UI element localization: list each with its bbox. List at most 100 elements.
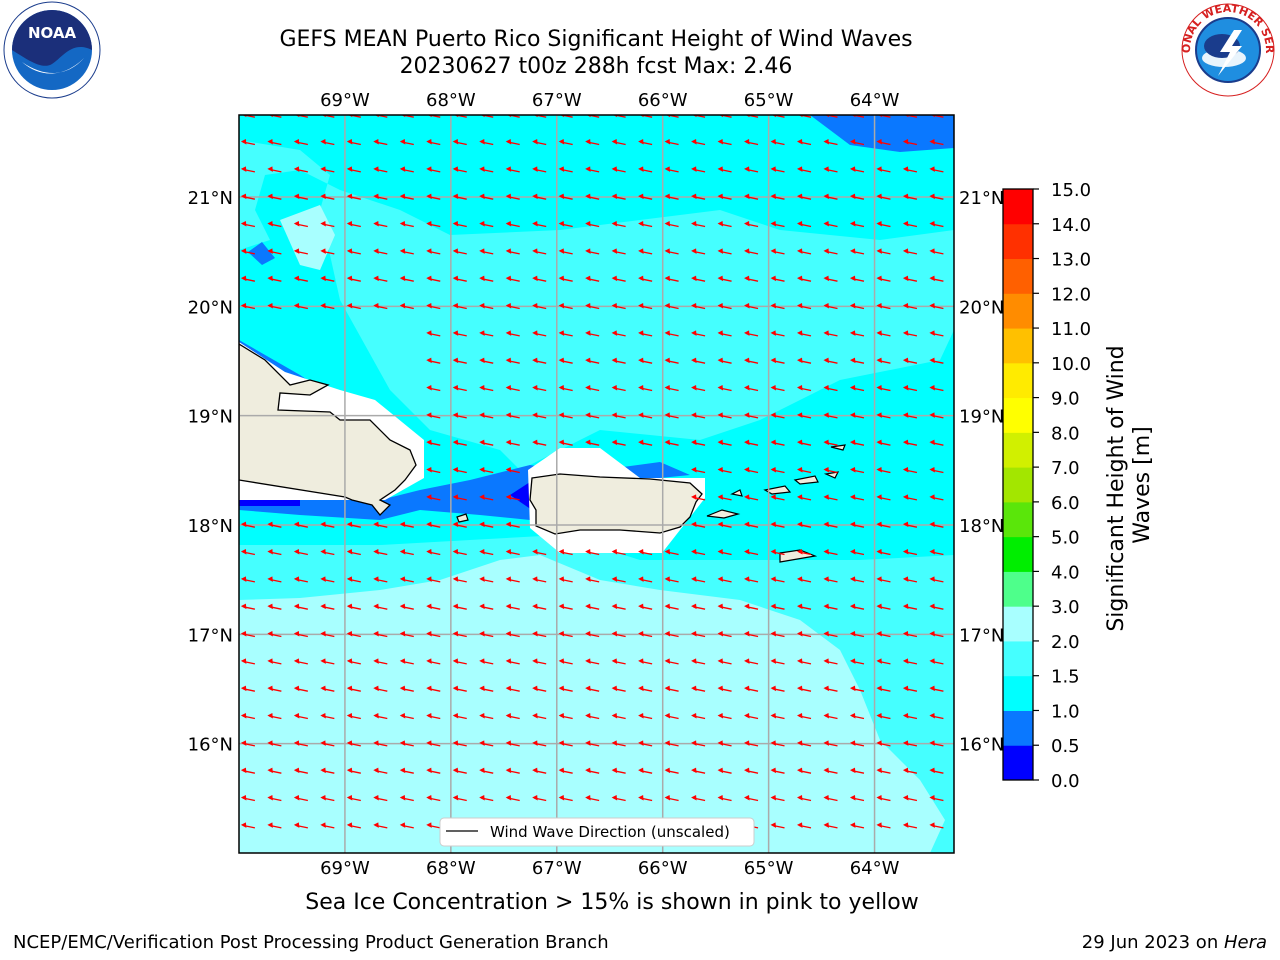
footer-host: Hera [1223, 932, 1267, 953]
wave-direction-arrowhead [770, 412, 777, 418]
wave-direction-arrowhead [373, 166, 379, 172]
wave-direction-arrowhead [505, 221, 512, 227]
wave-direction-arrowhead [320, 139, 326, 145]
wave-direction-arrowhead [797, 166, 803, 172]
footer-date: 29 Jun 2023 on Hera [1082, 932, 1267, 953]
wave-direction-arrowhead [452, 658, 459, 664]
wave-direction-arrowhead [929, 248, 935, 254]
wave-direction-arrowhead [293, 275, 300, 282]
wave-direction-arrowhead [691, 740, 697, 746]
wave-direction-arrowhead [876, 139, 882, 145]
wave-direction-arrowhead [876, 467, 882, 473]
wave-direction-arrowhead [849, 303, 856, 309]
wave-direction-arrowhead [373, 822, 379, 828]
wave-direction-arrowhead [638, 139, 644, 145]
wave-direction-arrowhead [585, 549, 591, 555]
wave-direction-arrowhead [770, 795, 777, 801]
wave-direction-arrowhead [426, 494, 432, 500]
colorbar-tick-label: 14.0 [1051, 215, 1091, 236]
lon-tick-label-bottom: 67°W [532, 858, 582, 879]
wave-direction-arrowhead [558, 248, 565, 254]
wave-direction-arrowhead [744, 221, 750, 227]
wave-direction-arrowhead [320, 193, 326, 200]
wave-direction-arrowhead [240, 248, 247, 254]
wave-direction-arrowhead [691, 193, 697, 200]
wave-direction-arrowhead [902, 685, 909, 692]
wave-direction-arrowhead [770, 248, 777, 254]
wave-direction-arrowhead [320, 166, 326, 172]
wave-direction-arrowhead [240, 685, 247, 692]
wave-direction-arrowhead [558, 685, 565, 692]
wave-direction-arrowhead [505, 166, 512, 172]
wave-direction-arrowhead [691, 439, 697, 446]
wave-direction-arrowhead [611, 631, 618, 637]
wave-direction-arrowhead [823, 521, 829, 528]
wave-direction-arrowhead [479, 767, 485, 774]
wave-direction-arrowhead [770, 740, 777, 746]
map-frame [238, 114, 955, 854]
wave-direction-arrowhead [373, 193, 379, 200]
wave-direction-arrowhead [346, 576, 353, 582]
lon-tick-label-bottom: 66°W [638, 858, 688, 879]
wave-direction-arrowhead [744, 248, 750, 254]
colorbar-segment-10 [1003, 397, 1033, 433]
wave-direction-arrowhead [664, 713, 671, 719]
lat-tick-label-right: 21°N [959, 188, 1004, 209]
wave-direction-arrowhead [558, 303, 565, 309]
wave-direction-arrowhead [876, 549, 882, 555]
wave-direction-arrowhead [638, 275, 644, 282]
wave-direction-arrowhead [876, 822, 882, 828]
wave-direction-arrowhead [479, 166, 485, 172]
wave-direction-arrowhead [717, 549, 724, 555]
wave-direction-arrowhead [505, 139, 512, 145]
wave-direction-arrowhead [876, 631, 882, 637]
wave-direction-arrowhead [585, 275, 591, 282]
lon-tick-label-bottom: 64°W [850, 858, 900, 879]
wave-direction-arrowhead [611, 439, 618, 446]
colorbar: 0.0 0.5 1.0 1.5 2.0 3.0 4.0 5.0 6.0 7.0 8.0 9.0 10.0… [1002, 180, 1091, 792]
wave-direction-arrowhead [373, 631, 379, 637]
wave-direction-arrowhead [638, 221, 644, 227]
wave-direction-arrowhead [929, 303, 935, 309]
wave-direction-arrowhead [479, 576, 485, 582]
wave-direction-arrowhead [558, 795, 565, 801]
colorbar-segment-4 [1003, 606, 1033, 642]
wave-direction-arrowhead [902, 549, 909, 555]
wave-direction-arrowhead [902, 357, 909, 364]
wave-direction-arrowhead [558, 330, 565, 336]
wave-direction-arrowhead [744, 439, 750, 446]
wave-direction-arrowhead [929, 467, 935, 473]
wave-direction-arrowhead [717, 221, 724, 227]
wave-direction-arrowhead [691, 767, 697, 774]
wave-direction-arrowhead [849, 603, 856, 610]
wave-field-1p0-west [248, 242, 275, 265]
wave-direction-arrowhead [691, 658, 697, 664]
wave-direction-arrowhead [320, 713, 326, 719]
wave-direction-arrowhead [902, 740, 909, 746]
wave-direction-arrowhead [479, 439, 485, 446]
wave-direction-arrowhead [902, 303, 909, 309]
wave-direction-arrowhead [770, 467, 777, 473]
wave-direction-arrowhead [929, 685, 935, 692]
wave-direction-arrowhead [902, 467, 909, 473]
wave-direction-arrowhead [823, 467, 829, 473]
wave-direction-arrowhead [267, 603, 273, 610]
lon-tick-label-bottom: 69°W [320, 858, 370, 879]
wave-direction-arrowhead [293, 767, 300, 774]
wave-direction-arrowhead [558, 740, 565, 746]
island-tortola [793, 475, 819, 485]
wave-direction-arrowhead [849, 549, 856, 555]
wave-direction-arrowhead [399, 603, 406, 610]
wave-direction-arrowhead [346, 275, 353, 282]
wave-direction-arrowhead [505, 303, 512, 309]
island-anegada [830, 444, 846, 451]
wave-direction-arrowhead [849, 658, 856, 664]
wave-direction-arrowhead [505, 549, 512, 555]
wave-direction-arrowhead [558, 357, 565, 364]
wave-direction-arrowhead [876, 357, 882, 364]
wave-direction-arrowhead [479, 795, 485, 801]
wave-direction-arrowhead [320, 221, 326, 227]
colorbar-frame [1002, 188, 1034, 781]
colorbar-segment-13 [1003, 293, 1033, 329]
wave-direction-arrowhead [373, 603, 379, 610]
